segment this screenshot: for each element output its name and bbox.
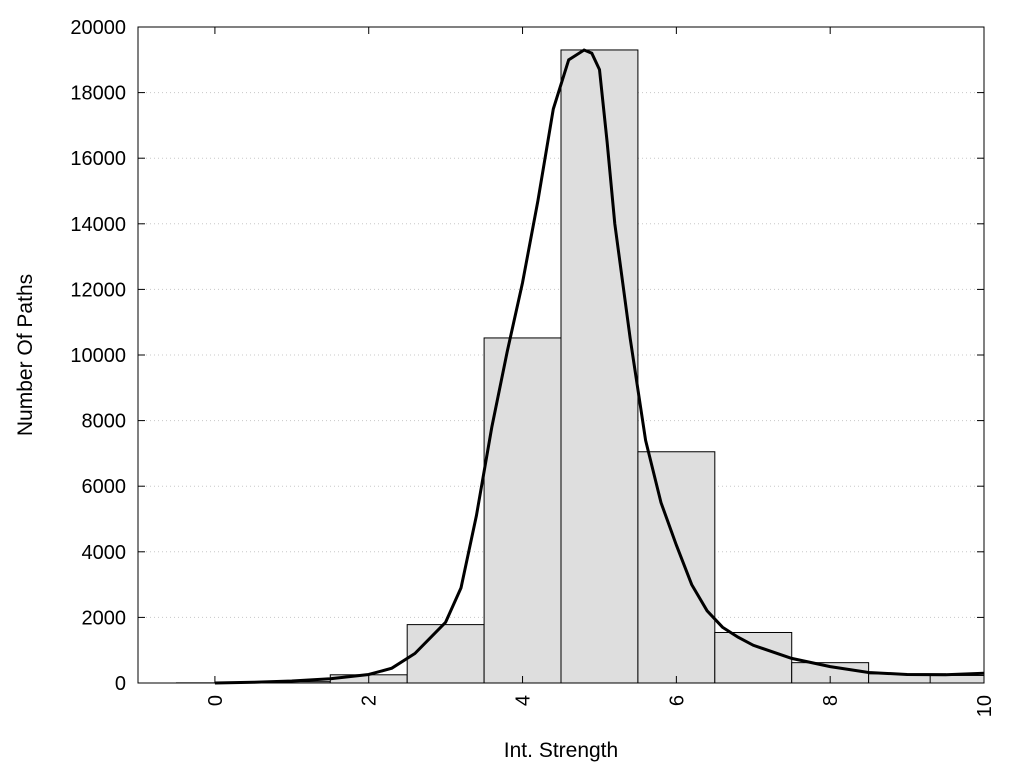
y-axis-ticks: 0 2000 4000 6000 8000 10000 12000 14000 16000 180… [70, 17, 984, 695]
x-tick-label: 4 [513, 695, 535, 706]
bar [406, 624, 485, 684]
bars-group [175, 49, 985, 684]
x-tick-label: 2 [359, 695, 381, 706]
y-axis-label: Number Of Paths [14, 274, 37, 436]
bar [483, 337, 562, 684]
y-tick-label: 4000 [82, 542, 127, 564]
bar [714, 631, 793, 684]
y-tick-label: 10000 [70, 345, 126, 367]
bar [560, 49, 639, 684]
x-tick-label: 8 [820, 695, 842, 706]
x-axis-label: Int. Strength [504, 739, 618, 762]
bar [929, 674, 985, 684]
bar [637, 451, 716, 684]
grid-lines [138, 92, 984, 618]
x-tick-label: 6 [666, 695, 688, 706]
y-tick-label: 2000 [82, 607, 127, 629]
y-tick-label: 18000 [70, 83, 126, 105]
y-tick-label: 6000 [82, 476, 127, 498]
y-tick-label: 8000 [82, 411, 127, 433]
y-tick-label: 0 [115, 673, 126, 695]
x-tick-label: 0 [205, 695, 227, 706]
y-tick-label: 12000 [70, 279, 126, 301]
y-tick-label: 14000 [70, 214, 126, 236]
x-tick-label: 10 [974, 695, 996, 717]
y-tick-label: 20000 [70, 17, 126, 39]
x-axis-ticks: 0 2 4 6 8 10 [205, 27, 996, 717]
y-tick-label: 16000 [70, 148, 126, 170]
fit-curve-line [214, 48, 985, 685]
